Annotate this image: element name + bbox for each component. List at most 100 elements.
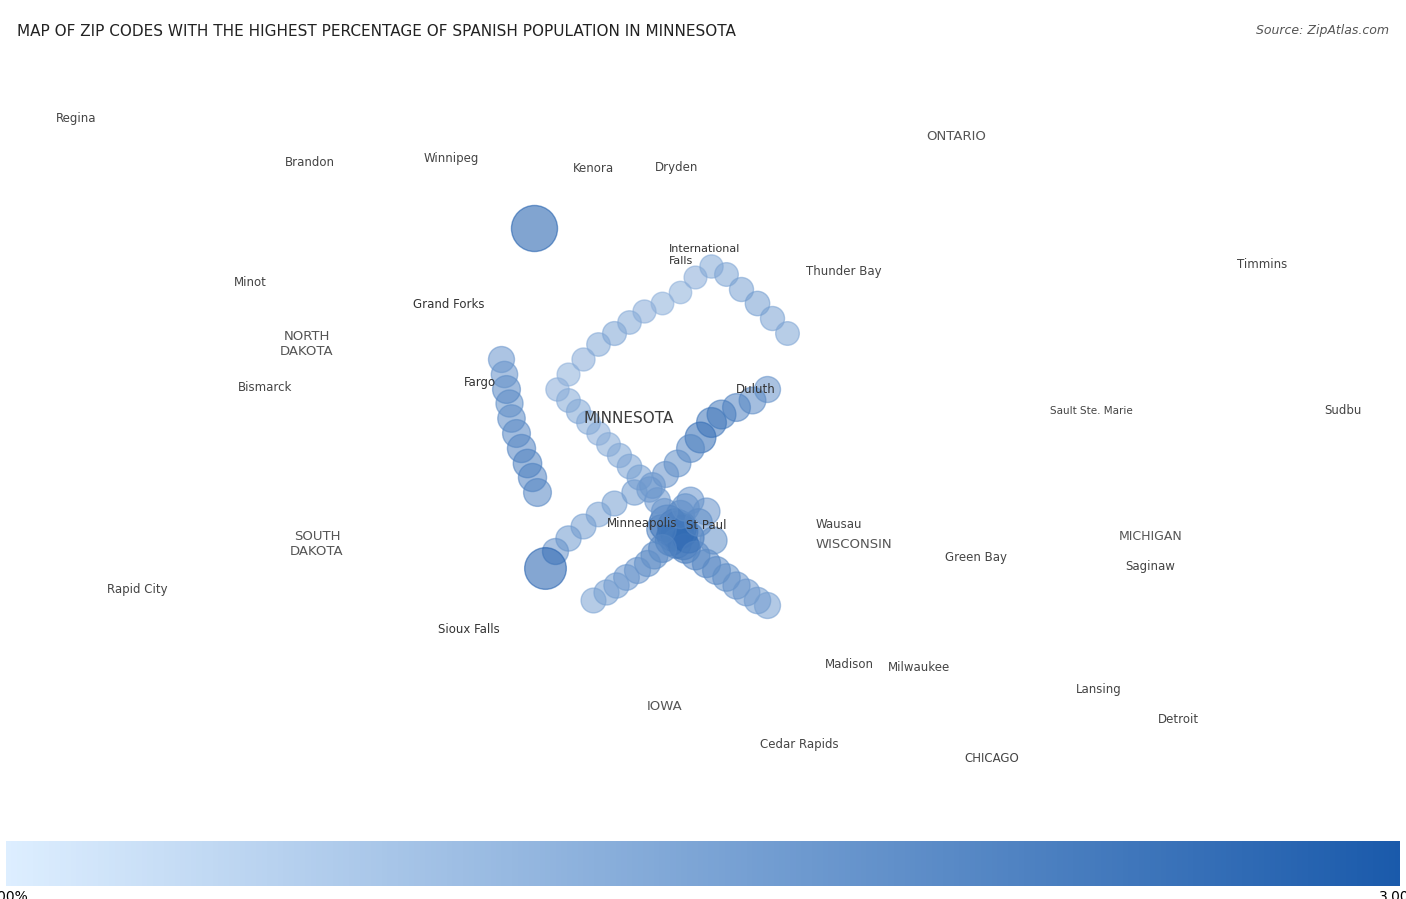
- Text: CHICAGO: CHICAGO: [965, 752, 1019, 765]
- Text: Thunder Bay: Thunder Bay: [806, 265, 882, 278]
- Point: [643, 548, 665, 563]
- Text: St Paul: St Paul: [686, 519, 725, 532]
- Text: Timmins: Timmins: [1237, 258, 1286, 271]
- Point: [776, 325, 799, 340]
- Text: Winnipeg: Winnipeg: [423, 153, 478, 165]
- Point: [666, 456, 689, 470]
- Point: [685, 271, 707, 285]
- Point: [689, 430, 711, 444]
- Point: [679, 441, 702, 455]
- Point: [495, 381, 517, 396]
- Text: Minneapolis: Minneapolis: [606, 517, 676, 530]
- Point: [673, 540, 696, 555]
- Point: [492, 367, 515, 381]
- Point: [714, 266, 737, 280]
- Point: [661, 528, 683, 542]
- Point: [695, 503, 717, 518]
- Point: [520, 470, 543, 485]
- Point: [546, 381, 568, 396]
- Text: Bismarck: Bismarck: [238, 381, 292, 395]
- Point: [623, 485, 645, 500]
- Point: [523, 220, 546, 235]
- Point: [761, 311, 783, 325]
- Point: [544, 544, 567, 558]
- Point: [605, 578, 627, 592]
- Text: Source: ZipAtlas.com: Source: ZipAtlas.com: [1256, 24, 1389, 37]
- Text: Sault Ste. Marie: Sault Ste. Marie: [1050, 406, 1132, 416]
- Point: [702, 533, 724, 547]
- Point: [516, 456, 538, 470]
- Point: [614, 570, 637, 584]
- Point: [526, 485, 548, 500]
- Point: [657, 516, 679, 530]
- Point: [582, 592, 605, 607]
- Text: IOWA: IOWA: [647, 700, 682, 714]
- Text: MINNESOTA: MINNESOTA: [583, 411, 673, 425]
- Point: [636, 556, 658, 570]
- Text: Saginaw: Saginaw: [1125, 560, 1175, 573]
- Point: [669, 523, 692, 538]
- Point: [679, 493, 702, 507]
- Text: Cedar Rapids: Cedar Rapids: [759, 737, 838, 751]
- Text: Fargo: Fargo: [464, 376, 496, 389]
- Point: [741, 393, 763, 407]
- Text: Dryden: Dryden: [655, 161, 699, 174]
- Text: Regina: Regina: [56, 111, 96, 125]
- Point: [617, 315, 640, 329]
- Point: [745, 592, 768, 607]
- Text: Kenora: Kenora: [572, 162, 614, 175]
- Text: Milwaukee: Milwaukee: [889, 661, 950, 673]
- Point: [666, 526, 689, 540]
- Point: [745, 296, 768, 310]
- Point: [704, 563, 727, 577]
- Text: Sudbu: Sudbu: [1324, 405, 1361, 417]
- Point: [607, 448, 630, 462]
- Point: [668, 520, 690, 534]
- Point: [673, 500, 696, 514]
- Text: MAP OF ZIP CODES WITH THE HIGHEST PERCENTAGE OF SPANISH POPULATION IN MINNESOTA: MAP OF ZIP CODES WITH THE HIGHEST PERCEN…: [17, 24, 735, 40]
- Point: [650, 522, 672, 537]
- Point: [598, 437, 620, 451]
- Point: [699, 259, 721, 273]
- Point: [557, 531, 579, 546]
- Point: [730, 281, 752, 296]
- Point: [510, 441, 533, 455]
- Point: [595, 585, 617, 600]
- Point: [671, 537, 693, 551]
- Point: [557, 367, 579, 381]
- Point: [710, 407, 733, 422]
- Text: Sioux Falls: Sioux Falls: [437, 623, 499, 636]
- Point: [669, 285, 692, 299]
- Point: [602, 496, 624, 511]
- Point: [505, 426, 527, 441]
- Point: [572, 352, 595, 366]
- Point: [633, 304, 655, 318]
- Point: [645, 493, 668, 507]
- Point: [664, 519, 686, 533]
- Text: Brandon: Brandon: [285, 156, 335, 169]
- Point: [695, 556, 717, 570]
- Text: SOUTH
DAKOTA: SOUTH DAKOTA: [290, 530, 344, 558]
- Point: [725, 400, 748, 414]
- Point: [755, 381, 778, 396]
- Point: [489, 352, 512, 366]
- Point: [557, 393, 579, 407]
- Text: Detroit: Detroit: [1157, 713, 1199, 726]
- Point: [654, 467, 676, 481]
- Point: [498, 396, 520, 411]
- Text: Duluth: Duluth: [735, 383, 776, 396]
- Text: ONTARIO: ONTARIO: [927, 130, 986, 143]
- Point: [725, 578, 748, 592]
- Text: WISCONSIN: WISCONSIN: [815, 538, 893, 550]
- Point: [735, 585, 758, 600]
- Point: [699, 414, 721, 429]
- Point: [652, 503, 675, 518]
- Point: [617, 459, 640, 474]
- Point: [586, 507, 609, 521]
- Point: [572, 519, 595, 533]
- Point: [602, 325, 624, 340]
- Point: [638, 481, 661, 495]
- Text: Lansing: Lansing: [1076, 683, 1122, 697]
- Point: [669, 507, 692, 521]
- Point: [665, 536, 688, 550]
